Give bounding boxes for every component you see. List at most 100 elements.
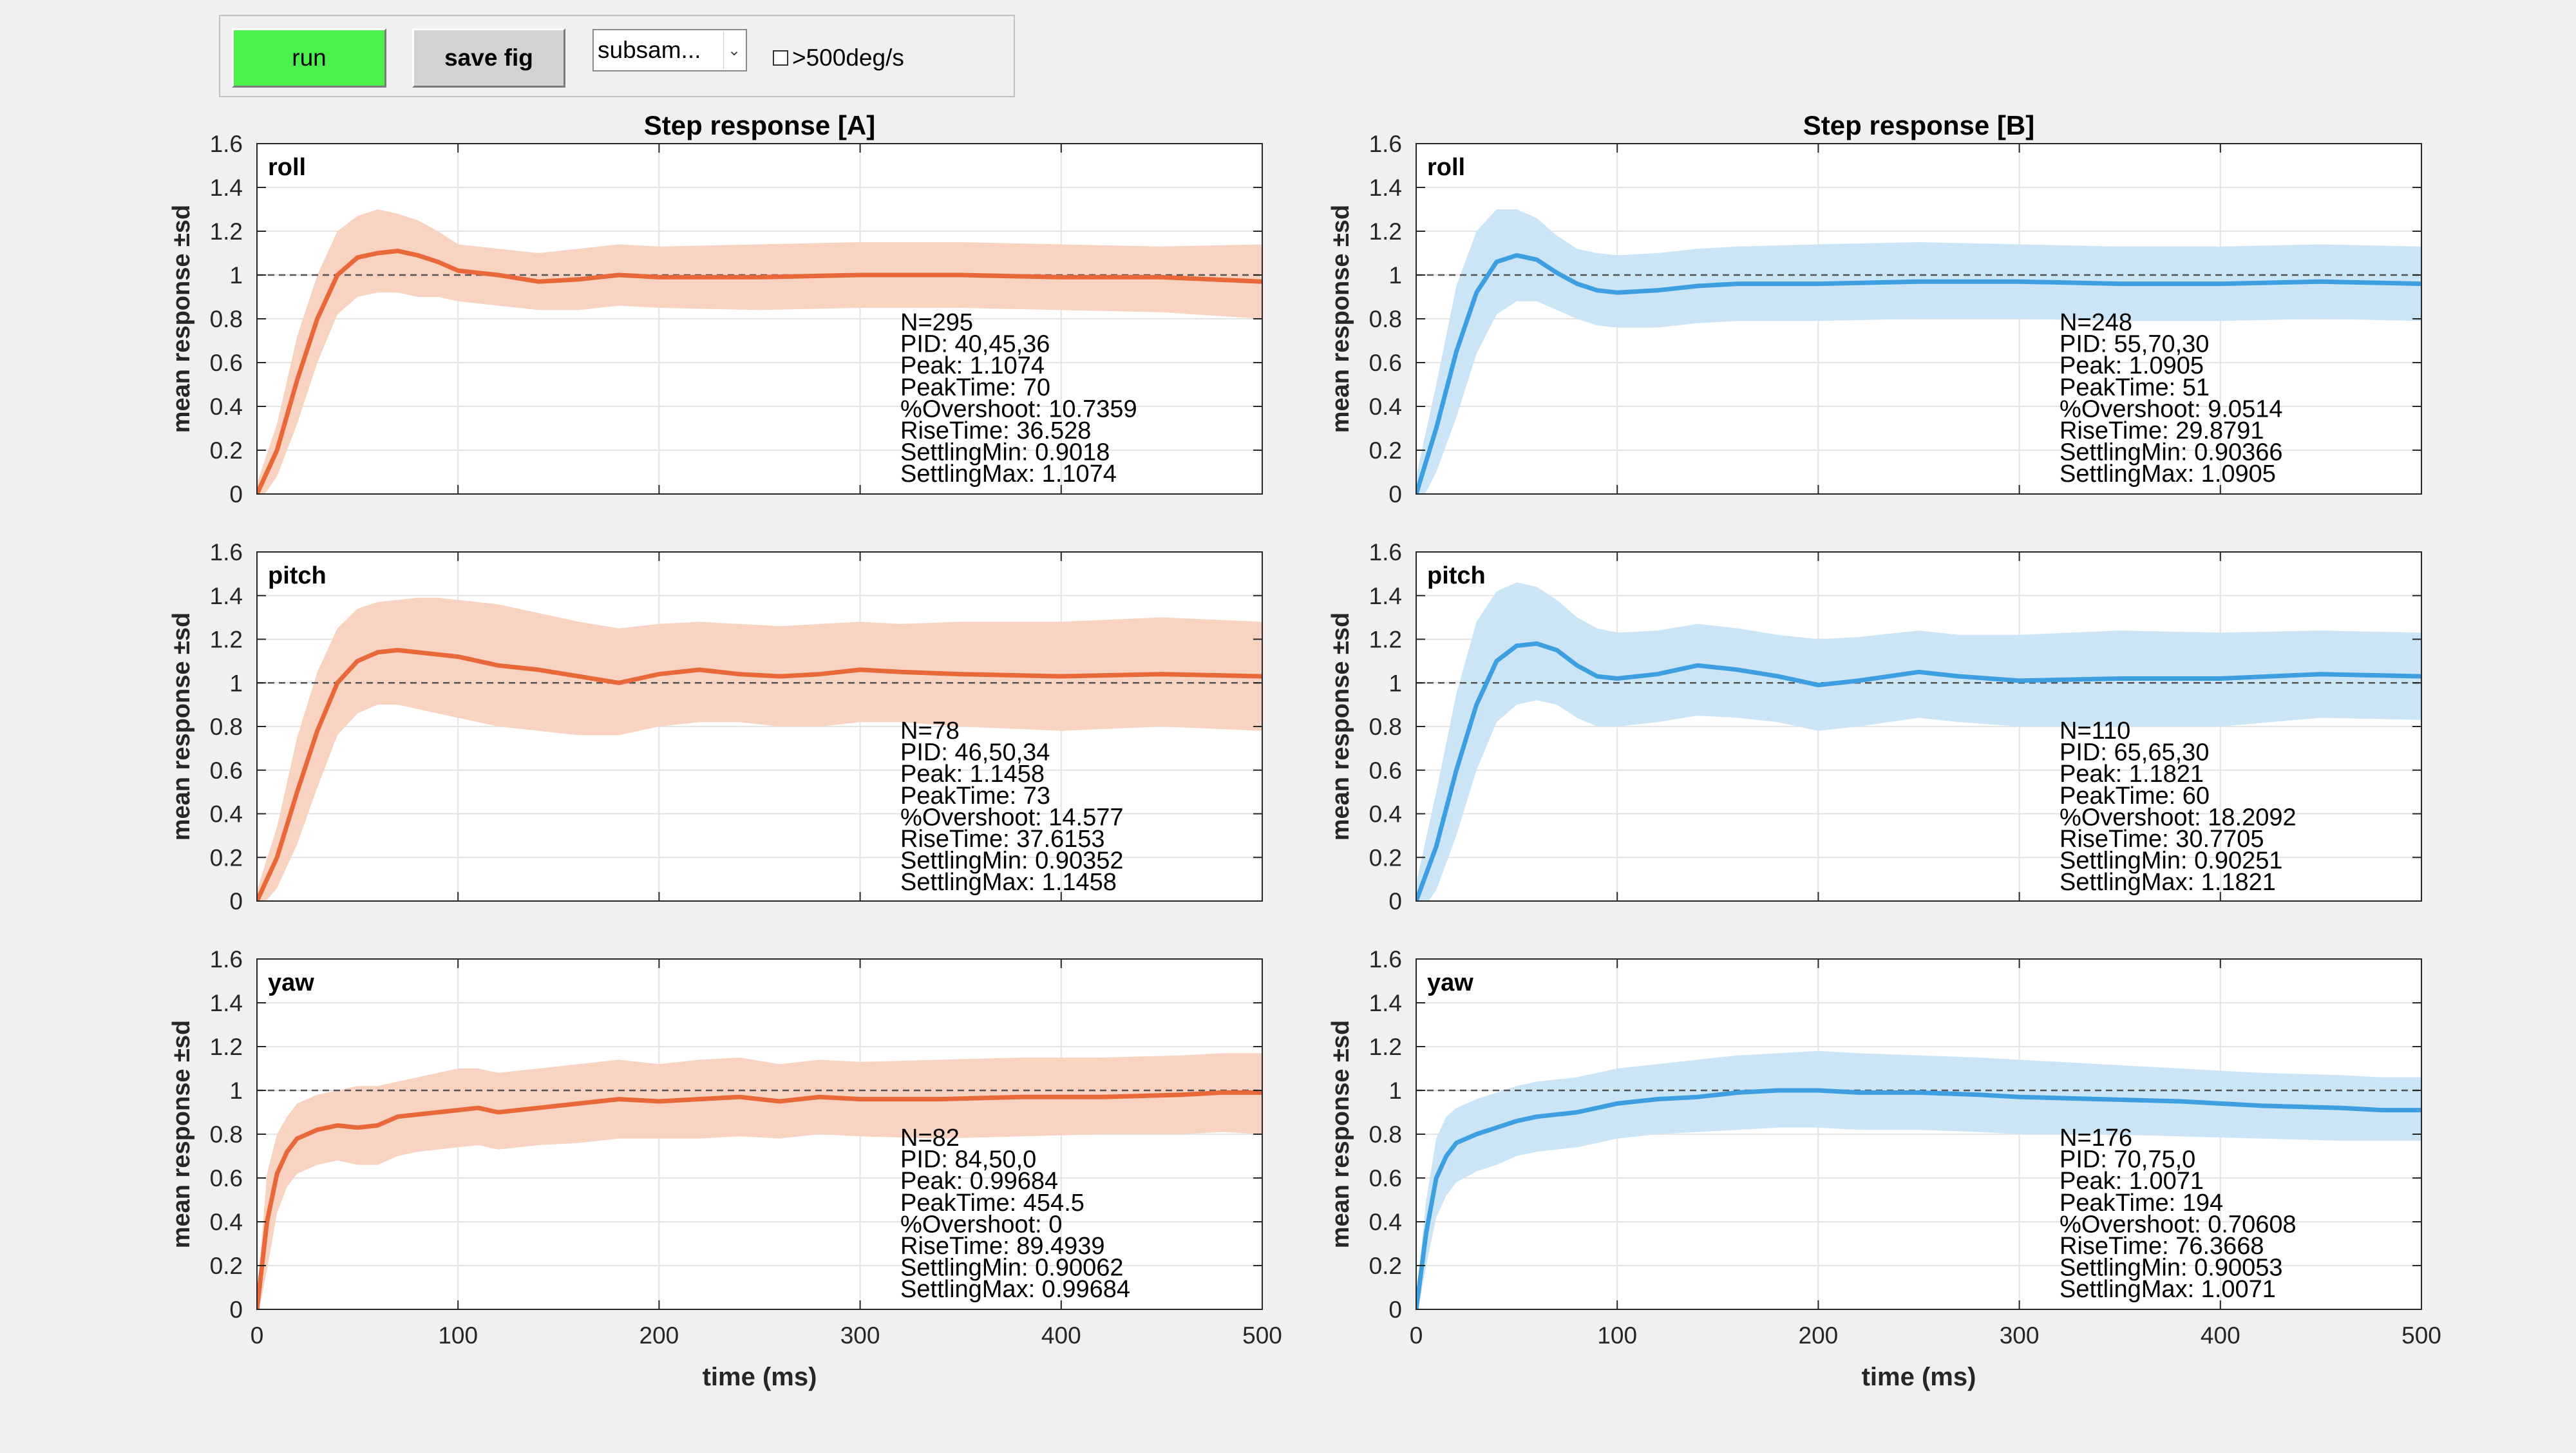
x-axis-label: time (ms) bbox=[1862, 1363, 1976, 1391]
stats-line: SettlingMax: 1.1458 bbox=[900, 869, 1117, 896]
stats-line: SettlingMin: 0.9018 bbox=[900, 439, 1110, 466]
y-tick-label: 0.2 bbox=[210, 1253, 243, 1279]
stats-line: PID: 55,70,30 bbox=[2060, 331, 2209, 358]
y-tick-label: 0.4 bbox=[1369, 394, 1402, 420]
y-tick-label: 0.4 bbox=[210, 394, 243, 420]
stats-line: N=82 bbox=[900, 1125, 960, 1152]
y-tick-label: 0.6 bbox=[1369, 757, 1402, 784]
stats-line: N=110 bbox=[2060, 717, 2130, 745]
x-tick-label: 0 bbox=[251, 1322, 264, 1349]
stats-line: PeakTime: 73 bbox=[900, 783, 1050, 810]
y-tick-label: 0 bbox=[229, 888, 243, 915]
stats-line: SettlingMin: 0.90062 bbox=[900, 1255, 1123, 1282]
mean-response-line bbox=[1416, 641, 2421, 901]
chart-title: Step response [B] bbox=[1803, 110, 2034, 140]
y-tick-label: 1 bbox=[1388, 262, 1402, 289]
y-axis-label: mean response ±sd bbox=[1327, 1020, 1354, 1249]
plot-content bbox=[257, 209, 1262, 494]
x-tick-label: 100 bbox=[438, 1322, 478, 1349]
run-button[interactable]: run bbox=[232, 28, 386, 88]
y-tick-label: 1 bbox=[229, 670, 243, 696]
x-tick-label: 300 bbox=[840, 1322, 880, 1349]
y-tick-label: 1.2 bbox=[1369, 218, 1402, 245]
y-tick-label: 1 bbox=[229, 1078, 243, 1104]
stats-line: Peak: 0.99684 bbox=[900, 1168, 1058, 1195]
stats-line: N=78 bbox=[900, 717, 960, 745]
axis-name-label: roll bbox=[268, 154, 306, 181]
x-tick-label: 200 bbox=[639, 1322, 679, 1349]
subsample-select[interactable]: subsam... ⌄ bbox=[592, 29, 747, 71]
y-tick-label: 1.6 bbox=[1369, 131, 1402, 157]
stats-line: SettlingMax: 1.1821 bbox=[2060, 869, 2276, 896]
stats-line: RiseTime: 36.528 bbox=[900, 417, 1091, 444]
stats-line: SettlingMin: 0.90053 bbox=[2060, 1255, 2282, 1282]
y-tick-label: 1.6 bbox=[1369, 946, 1402, 973]
chart-B-yaw: 0 0.2 0.4 0.6 0.8 1 1.2 1.4 1.6 0 100 200 300 400 500 m… bbox=[1327, 946, 2441, 1391]
y-tick-label: 0.4 bbox=[210, 801, 243, 828]
chart-A-pitch: 0 0.2 0.4 0.6 0.8 1 1.2 1.4 1.6 mean response ±sd… bbox=[168, 539, 1263, 915]
stats-line: PID: 70,75,0 bbox=[2060, 1146, 2195, 1173]
stats-line: RiseTime: 89.4939 bbox=[900, 1233, 1105, 1260]
axis-name-label: yaw bbox=[268, 969, 314, 996]
y-tick-label: 0.2 bbox=[1369, 1253, 1402, 1279]
toolbar: run save fig subsam... ⌄ >500deg/s bbox=[219, 15, 1015, 97]
y-tick-label: 0.2 bbox=[210, 437, 243, 464]
chevron-down-icon[interactable]: ⌄ bbox=[723, 32, 744, 69]
y-axis-label: mean response ±sd bbox=[1327, 613, 1354, 841]
stats-line: SettlingMax: 1.0905 bbox=[2060, 461, 2276, 488]
stats-line: SettlingMin: 0.90352 bbox=[900, 848, 1123, 875]
y-tick-label: 0.6 bbox=[210, 757, 243, 784]
stats-line: %Overshoot: 9.0514 bbox=[2060, 395, 2282, 423]
mean-response-line bbox=[257, 1090, 1262, 1309]
stats-line: SettlingMin: 0.90366 bbox=[2060, 439, 2282, 466]
y-tick-label: 0.8 bbox=[210, 1121, 243, 1148]
axis-name-label: yaw bbox=[1427, 969, 1473, 996]
y-tick-label: 0 bbox=[1388, 888, 1402, 915]
mean-response-line bbox=[257, 249, 1262, 494]
y-tick-label: 0 bbox=[229, 1296, 243, 1323]
x-tick-label: 300 bbox=[2000, 1322, 2040, 1349]
y-tick-label: 1.2 bbox=[210, 218, 243, 245]
stats-line: PeakTime: 194 bbox=[2060, 1190, 2223, 1217]
y-tick-label: 1.2 bbox=[1369, 1034, 1402, 1060]
y-tick-label: 1.6 bbox=[210, 946, 243, 973]
y-tick-label: 0.4 bbox=[1369, 801, 1402, 828]
y-tick-label: 1.4 bbox=[210, 990, 243, 1016]
rate-filter-checkbox-group[interactable]: >500deg/s bbox=[773, 42, 904, 74]
y-tick-label: 1.6 bbox=[1369, 539, 1402, 565]
stats-line: %Overshoot: 14.577 bbox=[900, 804, 1123, 831]
y-tick-label: 0 bbox=[1388, 481, 1402, 508]
y-tick-label: 0.6 bbox=[210, 1165, 243, 1192]
mean-response-line bbox=[257, 647, 1262, 901]
y-tick-label: 1.4 bbox=[210, 175, 243, 201]
stats-line: PeakTime: 70 bbox=[900, 374, 1050, 401]
stats-line: %Overshoot: 0 bbox=[900, 1211, 1062, 1238]
stats-line: RiseTime: 76.3668 bbox=[2060, 1233, 2264, 1260]
plot-content bbox=[257, 1053, 1262, 1309]
stats-line: PID: 46,50,34 bbox=[900, 739, 1050, 766]
rate-filter-checkbox[interactable] bbox=[773, 50, 788, 66]
sd-band bbox=[257, 209, 1262, 494]
sd-band bbox=[1416, 209, 2421, 494]
y-tick-label: 1.2 bbox=[210, 627, 243, 653]
stats-line: PID: 84,50,0 bbox=[900, 1146, 1036, 1173]
chart-A-roll: 0 0.2 0.4 0.6 0.8 1 1.2 1.4 1.6 mean response ±sd… bbox=[168, 110, 1263, 508]
x-tick-label: 0 bbox=[1410, 1322, 1423, 1349]
mean-response-line bbox=[1416, 252, 2421, 494]
stats-line: PeakTime: 60 bbox=[2060, 783, 2210, 810]
stats-line: Peak: 1.1821 bbox=[2060, 761, 2204, 788]
y-tick-label: 0.8 bbox=[1369, 306, 1402, 332]
x-tick-label: 500 bbox=[1242, 1322, 1282, 1349]
x-tick-label: 200 bbox=[1799, 1322, 1839, 1349]
stats-line: Peak: 1.1074 bbox=[900, 352, 1045, 379]
axis-name-label: pitch bbox=[1427, 562, 1486, 589]
subsample-select-value: subsam... bbox=[598, 37, 701, 63]
save-fig-button[interactable]: save fig bbox=[412, 28, 565, 88]
y-tick-label: 0.8 bbox=[210, 306, 243, 332]
y-tick-label: 0.6 bbox=[210, 350, 243, 376]
y-tick-label: 1.6 bbox=[210, 131, 243, 157]
stats-line: N=176 bbox=[2060, 1125, 2132, 1152]
chart-A-yaw: 0 0.2 0.4 0.6 0.8 1 1.2 1.4 1.6 0 100 200 300 400 500 m… bbox=[168, 946, 1282, 1391]
y-tick-label: 0.2 bbox=[1369, 844, 1402, 871]
